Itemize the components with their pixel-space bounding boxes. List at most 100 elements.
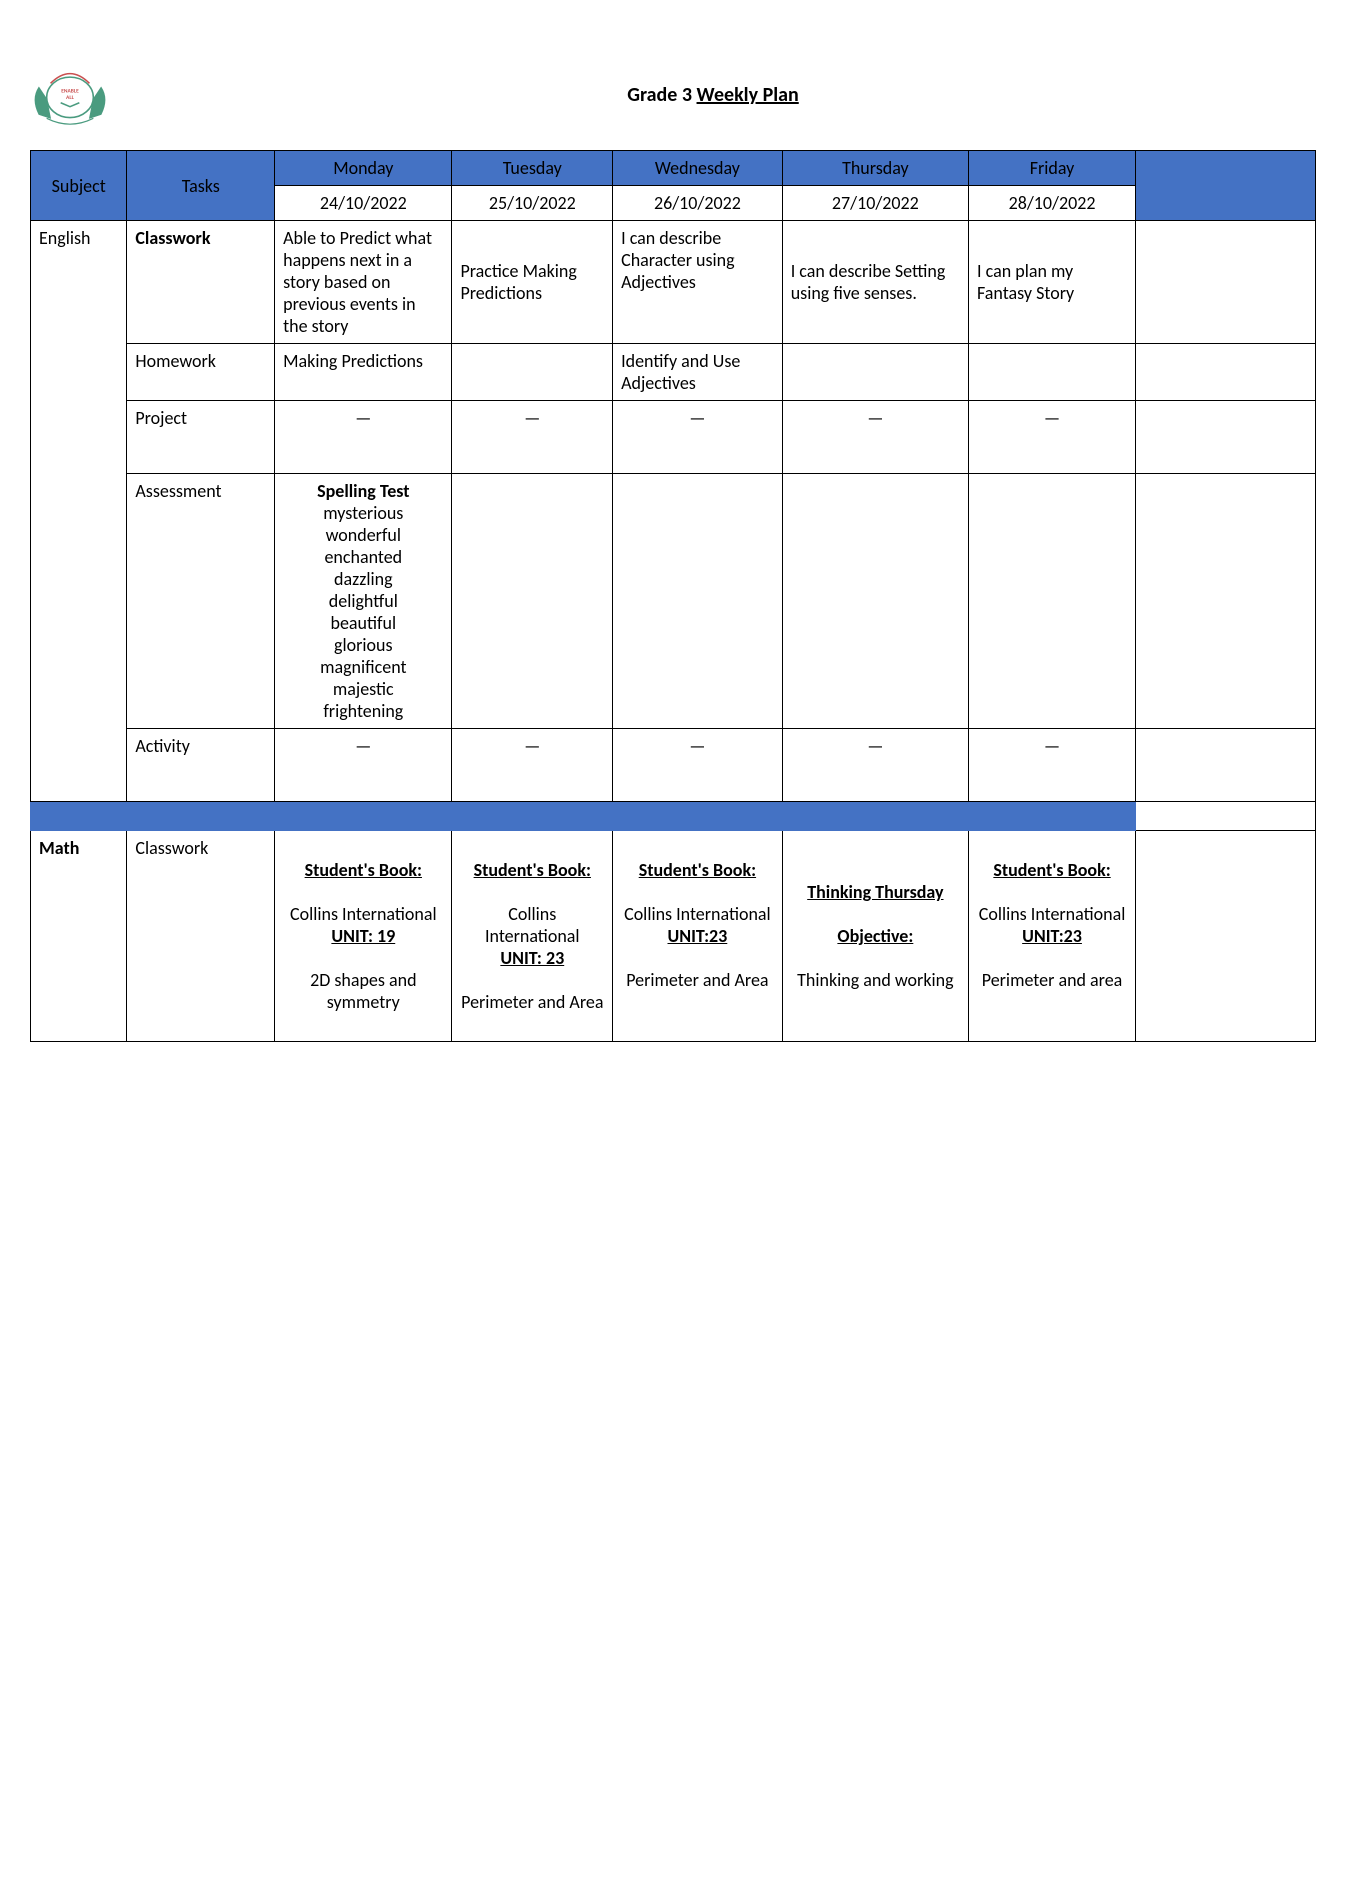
spelling-test-title: Spelling Test — [283, 480, 443, 502]
eng-cw-wed: I can describe Character using Adjective… — [613, 221, 783, 344]
eng-as-tue — [452, 474, 613, 729]
eng-pr-wed: — — [613, 401, 783, 474]
topic-perimeter: Perimeter and Area — [621, 969, 774, 991]
eng-as-extra — [1136, 474, 1316, 729]
eng-as-fri — [969, 474, 1136, 729]
english-classwork-row: English Classwork Able to Predict what h… — [31, 221, 1316, 344]
date-tue: 25/10/2022 — [452, 186, 613, 221]
spelling-word: mysterious — [283, 502, 443, 524]
collins-text: Collins International — [283, 903, 443, 925]
spelling-word: wonderful — [283, 524, 443, 546]
english-assessment-row: Assessment Spelling Test mysterious wond… — [31, 474, 1316, 729]
math-cw-tue: Student's Book: Collins International UN… — [452, 831, 613, 1042]
eng-hw-extra — [1136, 344, 1316, 401]
topic-perimeter: Perimeter and area — [977, 969, 1127, 991]
eng-ac-thu: — — [782, 729, 968, 802]
task-homework: Homework — [127, 344, 275, 401]
collins-text: Collins International — [621, 903, 774, 925]
col-tasks: Tasks — [127, 151, 275, 221]
page-title: Grade 3 Weekly Plan — [110, 83, 1316, 107]
col-fri: Friday — [969, 151, 1136, 186]
english-homework-row: Homework Making Predictions Identify and… — [31, 344, 1316, 401]
eng-cw-thu: I can describe Setting using five senses… — [782, 221, 968, 344]
col-tue: Tuesday — [452, 151, 613, 186]
header: ENABLE ALL Grade 3 Weekly Plan — [30, 60, 1316, 130]
task-math-classwork: Classwork — [127, 831, 275, 1042]
spelling-word: dazzling — [283, 568, 443, 590]
title-main: Weekly Plan — [697, 83, 799, 107]
objective-text: Thinking and working — [791, 969, 960, 991]
task-project: Project — [127, 401, 275, 474]
math-cw-thu: Thinking Thursday Objective: Thinking an… — [782, 831, 968, 1042]
col-thu: Thursday — [782, 151, 968, 186]
spelling-word: majestic — [283, 678, 443, 700]
eng-hw-wed: Identify and Use Adjectives — [613, 344, 783, 401]
unit-23: UNIT:23 — [621, 925, 774, 947]
book-label: Student's Book: — [621, 859, 774, 881]
separator-extra — [1136, 802, 1316, 831]
eng-cw-extra — [1136, 221, 1316, 344]
task-classwork: Classwork — [127, 221, 275, 344]
collins-text: Collins International — [460, 903, 604, 947]
spelling-word: magnificent — [283, 656, 443, 678]
english-project-row: Project — — — — — — [31, 401, 1316, 474]
eng-cw-fri: I can plan my Fantasy Story — [969, 221, 1136, 344]
separator-row — [31, 802, 1316, 831]
eng-ac-tue: — — [452, 729, 613, 802]
topic-2d: 2D shapes and symmetry — [283, 969, 443, 1013]
english-activity-row: Activity — — — — — — [31, 729, 1316, 802]
task-assessment: Assessment — [127, 474, 275, 729]
eng-pr-thu: — — [782, 401, 968, 474]
date-mon: 24/10/2022 — [275, 186, 452, 221]
eng-pr-fri: — — [969, 401, 1136, 474]
subject-math: Math — [31, 831, 127, 1042]
subject-english: English — [31, 221, 127, 802]
svg-text:ENABLE: ENABLE — [61, 89, 79, 95]
eng-hw-thu — [782, 344, 968, 401]
eng-as-wed — [613, 474, 783, 729]
eng-ac-wed: — — [613, 729, 783, 802]
thinking-thursday: Thinking Thursday — [791, 881, 960, 903]
date-fri: 28/10/2022 — [969, 186, 1136, 221]
book-label: Student's Book: — [460, 859, 604, 881]
eng-as-mon: Spelling Test mysterious wonderful encha… — [275, 474, 452, 729]
eng-hw-mon: Making Predictions — [275, 344, 452, 401]
col-wed: Wednesday — [613, 151, 783, 186]
spelling-word: frightening — [283, 700, 443, 722]
separator — [31, 802, 1136, 831]
eng-pr-tue: — — [452, 401, 613, 474]
title-prefix: Grade 3 — [627, 83, 696, 107]
task-activity: Activity — [127, 729, 275, 802]
date-thu: 27/10/2022 — [782, 186, 968, 221]
math-cw-wed: Student's Book: Collins International UN… — [613, 831, 783, 1042]
topic-perimeter: Perimeter and Area — [460, 991, 604, 1013]
spelling-word: glorious — [283, 634, 443, 656]
eng-hw-fri — [969, 344, 1136, 401]
col-mon: Monday — [275, 151, 452, 186]
book-label: Student's Book: — [283, 859, 443, 881]
weekly-plan-document: ENABLE ALL Grade 3 Weekly Plan Subject T… — [30, 60, 1316, 1042]
math-cw-extra — [1136, 831, 1316, 1042]
book-label: Student's Book: — [977, 859, 1127, 881]
col-subject: Subject — [31, 151, 127, 221]
eng-ac-fri: — — [969, 729, 1136, 802]
unit-23: UNIT: 23 — [460, 947, 604, 969]
math-cw-mon: Student's Book: Collins International UN… — [275, 831, 452, 1042]
header-row: Subject Tasks Monday Tuesday Wednesday T… — [31, 151, 1316, 186]
unit-23: UNIT:23 — [977, 925, 1127, 947]
math-cw-fri: Student's Book: Collins International UN… — [969, 831, 1136, 1042]
weekly-plan-table: Subject Tasks Monday Tuesday Wednesday T… — [30, 150, 1316, 1042]
eng-hw-tue — [452, 344, 613, 401]
math-classwork-row: Math Classwork Student's Book: Collins I… — [31, 831, 1316, 1042]
date-wed: 26/10/2022 — [613, 186, 783, 221]
eng-ac-extra — [1136, 729, 1316, 802]
collins-text: Collins International — [977, 903, 1127, 925]
school-logo: ENABLE ALL — [30, 60, 110, 130]
col-extra — [1136, 151, 1316, 221]
eng-as-thu — [782, 474, 968, 729]
eng-cw-tue: Practice Making Predictions — [452, 221, 613, 344]
eng-cw-mon: Able to Predict what happens next in a s… — [275, 221, 452, 344]
eng-ac-mon: — — [275, 729, 452, 802]
eng-pr-extra — [1136, 401, 1316, 474]
eng-pr-mon: — — [275, 401, 452, 474]
